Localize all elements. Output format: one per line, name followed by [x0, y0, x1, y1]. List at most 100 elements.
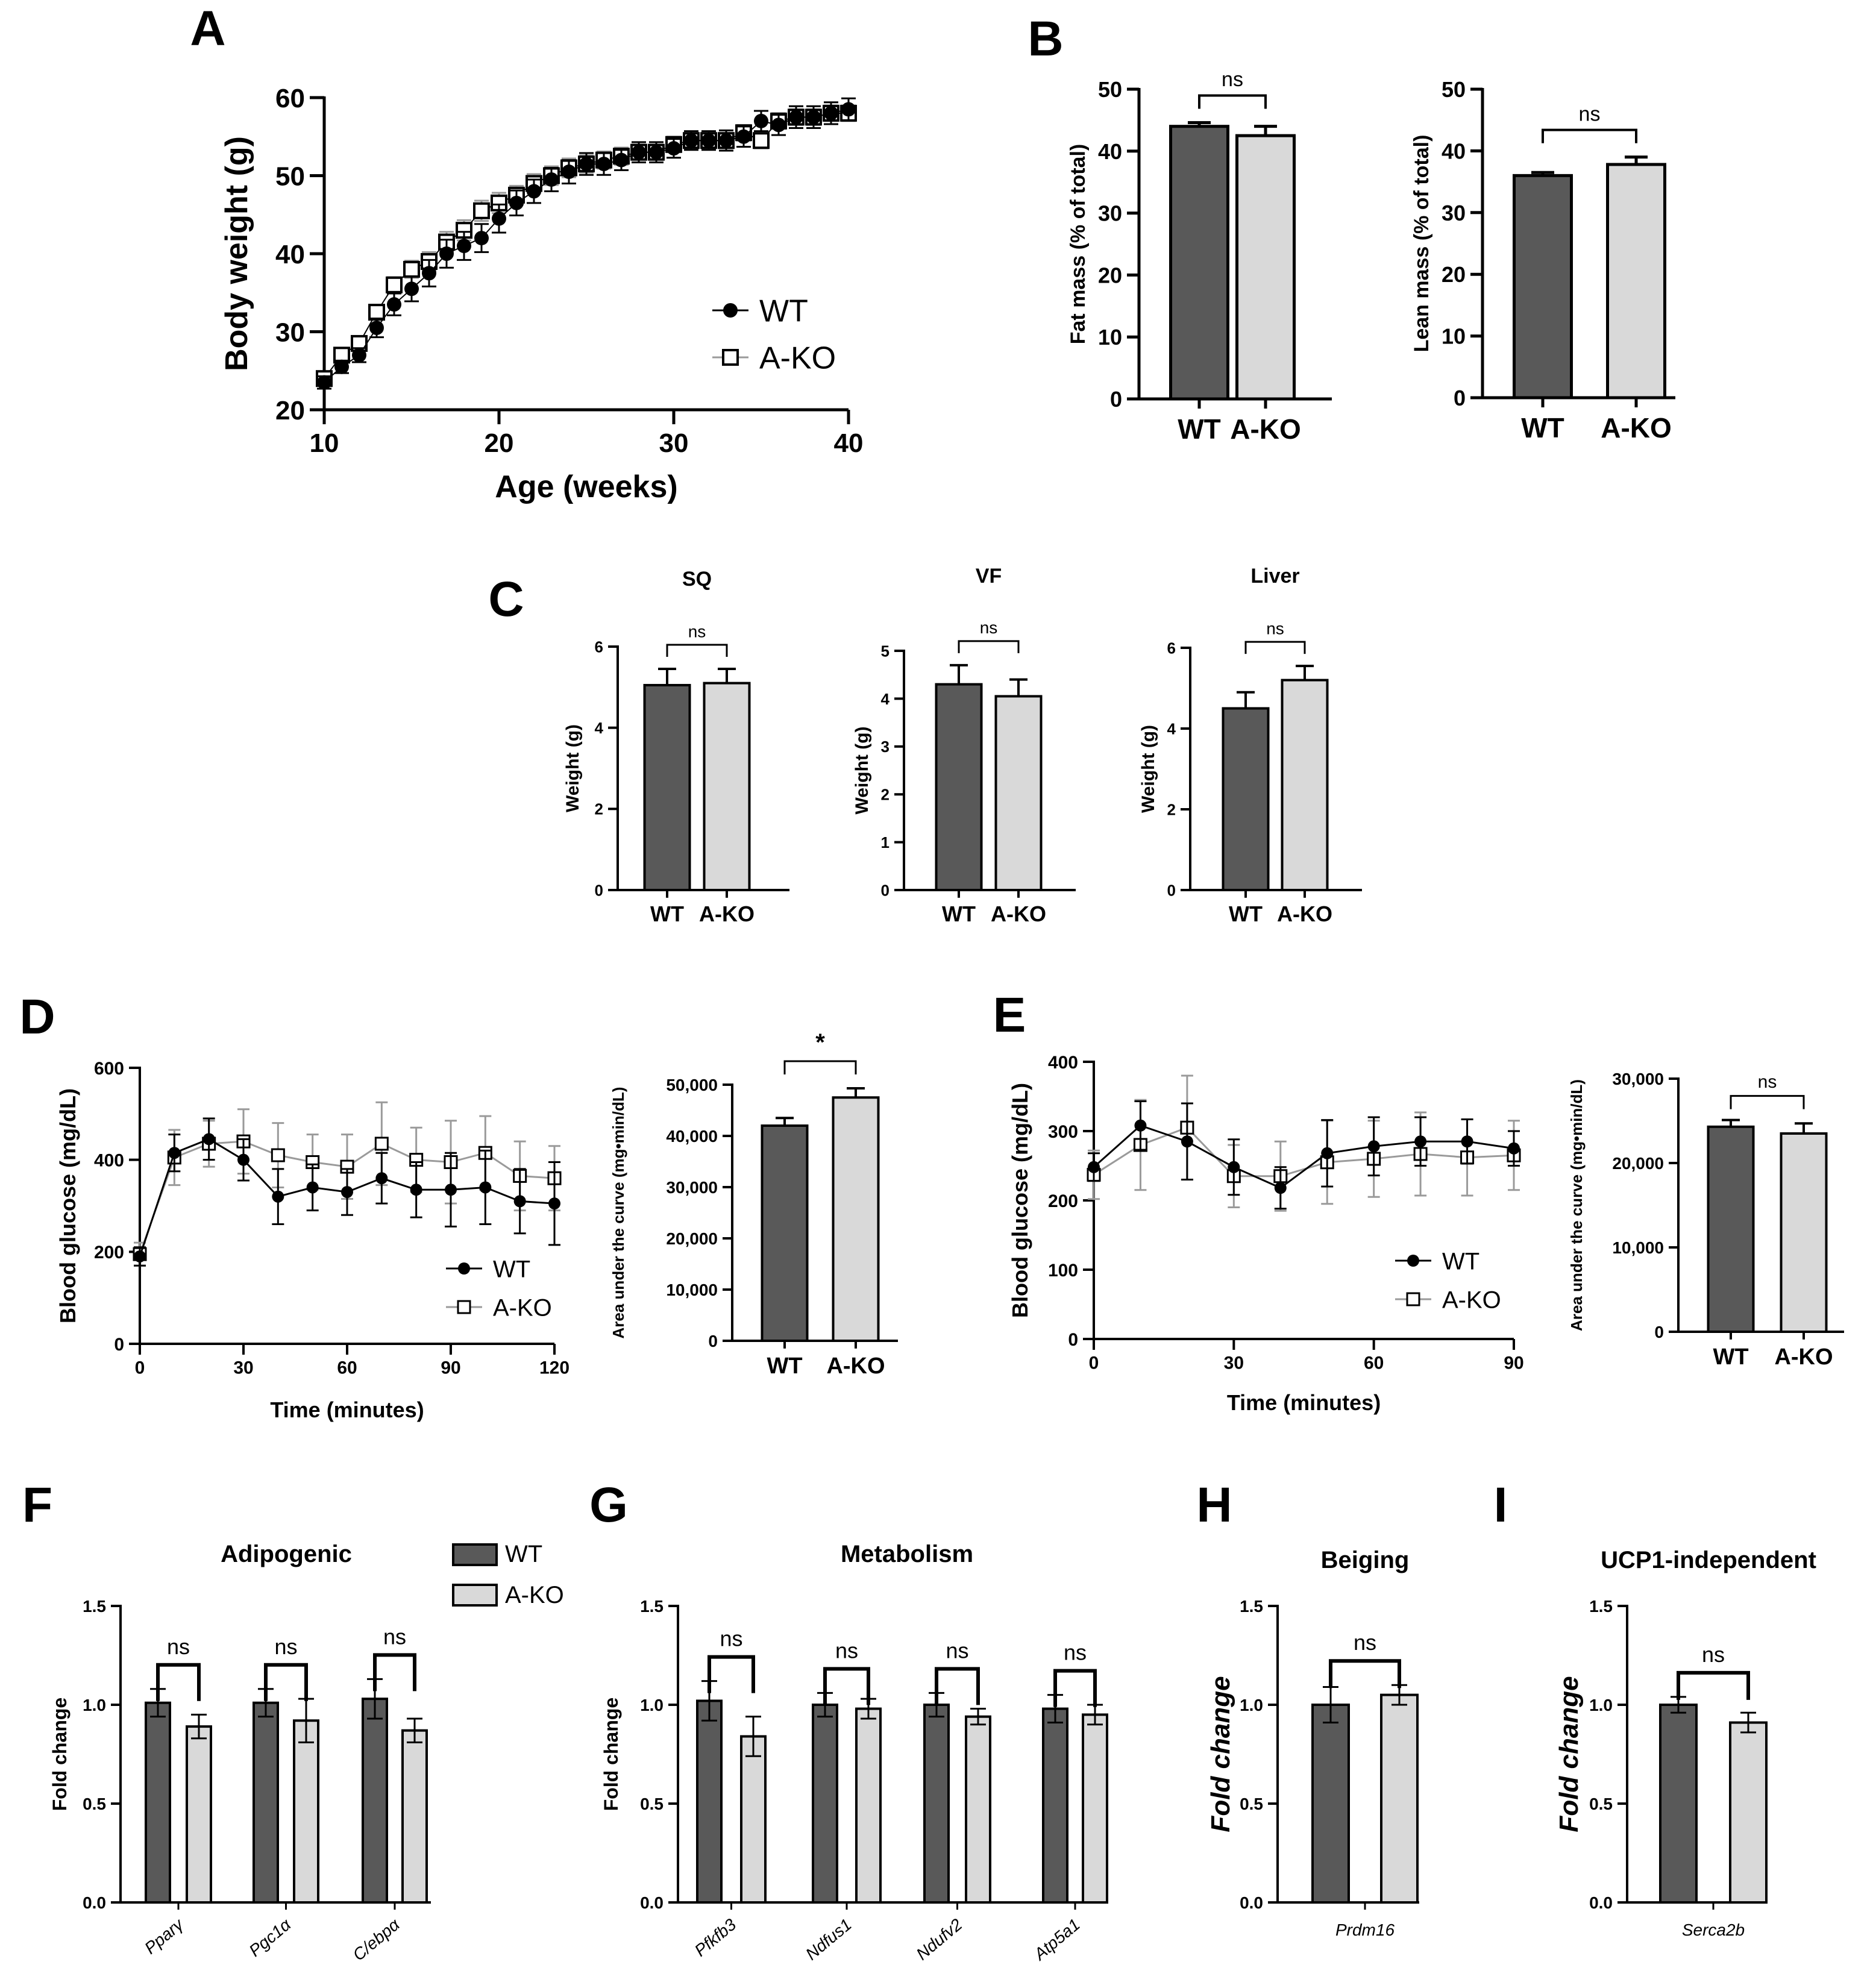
point-wt	[841, 102, 856, 117]
point-wt	[387, 297, 401, 312]
legend-F: WT A-KO	[452, 1541, 564, 1608]
y-tick-label: 2	[1167, 800, 1176, 818]
x-category-label: A-KO	[991, 901, 1046, 926]
x-category-label: Pparγ	[141, 1914, 187, 1958]
y-axis-label: Weight (g)	[563, 724, 583, 812]
legend-label-wt: WT	[505, 1541, 542, 1567]
point-wt	[134, 1250, 146, 1262]
bar-wt	[362, 1698, 388, 1904]
significance-bracket	[1542, 128, 1637, 143]
x-tick-label: 90	[1504, 1353, 1523, 1373]
point-wt	[806, 110, 821, 125]
y-tick-label: 40	[1442, 139, 1466, 163]
bar-ako	[703, 682, 751, 891]
y-tick-label: 0	[1654, 1323, 1664, 1341]
point-wt	[1367, 1140, 1380, 1153]
point-wt	[1508, 1142, 1520, 1155]
point-wt	[632, 145, 646, 160]
legend-label-ako: A-KO	[493, 1294, 552, 1321]
y-tick-label: 200	[1048, 1191, 1078, 1211]
point-wt	[237, 1153, 249, 1166]
point-wt	[404, 281, 419, 296]
significance-bracket	[156, 1663, 201, 1701]
y-axis-label: Weight (g)	[1138, 725, 1158, 813]
point-wt	[579, 157, 594, 172]
point-wt	[492, 211, 506, 226]
point-wt	[701, 133, 716, 148]
point-wt	[1181, 1135, 1193, 1148]
bar-ako	[965, 1715, 991, 1904]
chart-E1: 0 100 200 300 400 0 30 60 90 Time (minutes) Blood …	[1008, 1053, 1524, 1415]
point-wt	[527, 184, 541, 199]
x-category-label: Pgc1α	[245, 1914, 295, 1960]
x-category-label: Ndfus1	[802, 1915, 855, 1964]
point-wt	[562, 165, 576, 180]
legend-swatch-ako	[452, 1584, 498, 1607]
x-category-label: WT	[1178, 413, 1221, 445]
y-tick-label: 1.5	[1589, 1597, 1613, 1616]
point-wt	[202, 1133, 215, 1146]
point-wt	[410, 1184, 422, 1196]
y-tick-label: 400	[1048, 1053, 1078, 1073]
significance-label: ns	[1579, 102, 1601, 125]
chart-title: Beiging	[1321, 1547, 1410, 1573]
y-tick-label: 30,000	[1612, 1070, 1664, 1088]
chart-title: Liver	[1250, 565, 1299, 588]
legend-label-wt: WT	[493, 1256, 530, 1282]
legend-marker-ako	[457, 1300, 471, 1314]
point-wt	[509, 195, 524, 210]
significance-bracket	[1329, 1659, 1401, 1689]
legend-label-ako: A-KO	[1442, 1287, 1501, 1313]
x-tick-label: 60	[1364, 1353, 1384, 1373]
y-tick-label: 6	[595, 638, 603, 656]
y-axis-label: Fat mass (% of total)	[1067, 144, 1090, 344]
y-tick-label: 40,000	[666, 1127, 718, 1146]
point-wt	[1274, 1182, 1287, 1194]
panel-label-A: A	[190, 1, 225, 56]
point-wt	[1134, 1119, 1147, 1132]
bar-ako	[1380, 1693, 1419, 1904]
bar-wt	[1042, 1707, 1068, 1904]
y-tick-label: 6	[1167, 639, 1176, 657]
chart-D1: 0 200 400 600 0 30 60 90 120 Time (minutes) Blood …	[55, 1059, 569, 1422]
legend-marker-ako	[1406, 1292, 1420, 1306]
bar-ako	[1281, 679, 1329, 891]
chart-B2: 0 10 20 30 40 50 WT A-KO ns Lean mass (% of total…	[1410, 77, 1675, 444]
y-tick-label: 20,000	[666, 1229, 718, 1248]
x-category-label: WT	[767, 1353, 802, 1379]
x-axis-label: Age (weeks)	[495, 469, 677, 504]
legend: WT A-KO	[446, 1256, 552, 1321]
x-category-label: A-KO	[1601, 412, 1672, 444]
bar-wt	[1513, 174, 1573, 400]
significance-label: ns	[167, 1634, 190, 1659]
y-tick-label: 10,000	[666, 1281, 718, 1299]
bar-wt	[1659, 1704, 1698, 1904]
point-wt	[614, 152, 629, 168]
significance-label: ns	[835, 1638, 858, 1663]
y-tick-label: 100	[1048, 1261, 1078, 1281]
x-tick-label: 0	[135, 1358, 145, 1378]
x-category-label: C/ebpα	[349, 1914, 403, 1964]
y-tick-label: 300	[1048, 1122, 1078, 1142]
chart-title: Metabolism	[841, 1541, 973, 1567]
significance-bracket	[935, 1667, 980, 1705]
y-axis-label: Area under the curve (mg•min/dL)	[1567, 1079, 1586, 1331]
y-tick-label: 30,000	[666, 1178, 718, 1197]
point-wt	[1228, 1161, 1240, 1173]
legend-label-ako: A-KO	[505, 1582, 564, 1608]
point-ako	[753, 132, 770, 149]
significance-bracket	[1198, 94, 1267, 109]
y-tick-label: 50	[1098, 77, 1122, 102]
y-axis-label: Weight (g)	[852, 726, 872, 814]
point-wt	[513, 1195, 526, 1208]
bar-ako	[740, 1735, 767, 1904]
chart-D2: 0 10,000 20,000 30,000 40,000 50,000 WT A-KO * Ar…	[609, 1029, 898, 1379]
bar-ako	[401, 1729, 428, 1904]
point-wt	[439, 246, 454, 261]
point-wt	[824, 105, 838, 121]
point-wt	[1461, 1135, 1473, 1148]
y-tick-label: 1.0	[1589, 1696, 1613, 1714]
y-tick-label: 10	[1442, 324, 1466, 349]
significance-bracket	[666, 644, 728, 657]
x-tick-label: 40	[834, 428, 864, 458]
